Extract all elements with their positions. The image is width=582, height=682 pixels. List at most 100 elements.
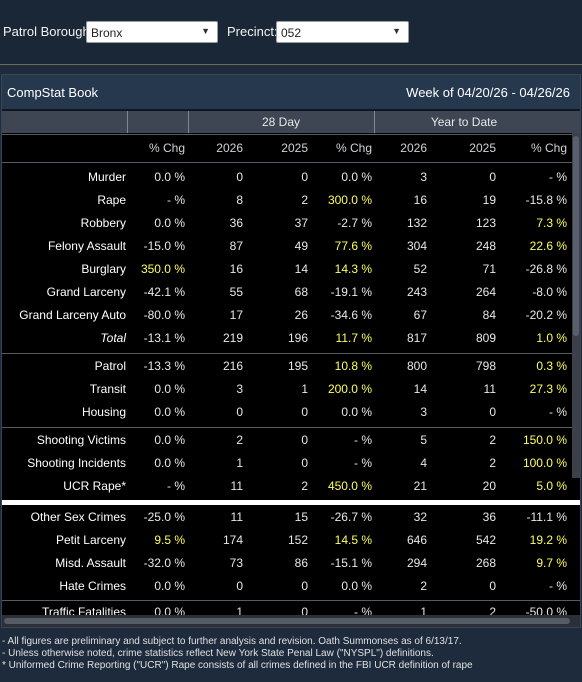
table-cell: -80.0 % (143, 308, 185, 322)
table-cell: 14 (294, 262, 308, 276)
table-cell: 264 (475, 285, 496, 299)
scroll-thumb[interactable] (573, 136, 579, 336)
row-label: Rape (97, 193, 126, 207)
table-cell: 195 (287, 359, 308, 373)
table-cell: 200.0 % (327, 382, 372, 396)
table-cell: 9.5 % (154, 533, 185, 547)
table-cell: 11.7 % (335, 331, 372, 345)
table-cell: -15.1 % (330, 556, 372, 570)
table-cell: 174 (222, 533, 243, 547)
row-label: Murder (87, 170, 126, 184)
table-cell: 37 (294, 216, 308, 230)
precinct-select[interactable]: 052 ▼ (276, 21, 409, 43)
table-cell: -34.6 % (330, 308, 372, 322)
row-divider (2, 162, 580, 163)
row-label: UCR Rape* (63, 479, 126, 493)
table-row: Grand Larceny -42.1 % 55 68 -19.1 % 243 264 -8.… (2, 281, 580, 304)
table-cell: 300.0 % (327, 193, 372, 207)
table-cell: 248 (475, 239, 496, 253)
patrol-borough-select[interactable]: Bronx ▼ (86, 21, 218, 43)
table-cell: 19.2 % (529, 533, 567, 547)
row-label: Robbery (80, 216, 126, 230)
table-cell: - % (354, 456, 372, 470)
table-cell: 87 (229, 239, 243, 253)
table-cell: - % (549, 170, 567, 184)
table-cell: 0.3 % (536, 359, 567, 373)
table-cell: -15.0 % (143, 239, 185, 253)
table-cell: - % (549, 405, 567, 419)
table-cell: 20 (482, 479, 496, 493)
table-cell: 11 (230, 479, 243, 493)
table-cell: 0 (236, 170, 243, 184)
table-cell: 3 (420, 405, 427, 419)
table-cell: 0 (489, 170, 496, 184)
table-cell: 304 (406, 239, 427, 253)
table-row: Petit Larceny 9.5 % 174 152 14.5 % 646 542 19.2… (2, 529, 580, 552)
table-cell: 73 (229, 556, 243, 570)
table-cell: 132 (406, 216, 427, 230)
row-label: Transit (89, 382, 126, 396)
table-cell: 0.0 % (154, 170, 185, 184)
footnote: - All figures are preliminary and subjec… (2, 636, 462, 647)
table-cell: 196 (287, 331, 308, 345)
row-label: Petit Larceny (55, 533, 126, 547)
table-cell: 55 (229, 285, 243, 299)
table-cell: 798 (475, 359, 496, 373)
vertical-scrollbar[interactable] (572, 133, 580, 478)
table-cell: 216 (222, 359, 243, 373)
column-group-header: 28 Day Year to Date (2, 111, 580, 133)
table-cell: 350.0 % (140, 262, 185, 276)
table-cell: -2.7 % (337, 216, 372, 230)
week-range: Week of 04/20/26 - 04/26/26 (406, 85, 570, 100)
compstat-table: % Chg 2026 2025% Chg 2026 2025% Chg Murder 0.0… (2, 133, 580, 621)
table-row: Murder 0.0 % 0 0 0.0 % 3 0 - % (2, 166, 580, 189)
table-row: Felony Assault -15.0 % 87 49 77.6 % 304 248 22.… (2, 235, 580, 258)
table-cell: 49 (294, 239, 308, 253)
row-label: Shooting Victims (36, 433, 126, 447)
table-cell: 32 (413, 510, 427, 524)
table-cell: 14.5 % (334, 533, 372, 547)
table-cell: 4 (420, 456, 427, 470)
scroll-thumb[interactable] (4, 618, 570, 624)
table-cell: % Chg (530, 141, 567, 155)
row-label: Grand Larceny (46, 285, 126, 299)
table-cell: 0 (489, 405, 496, 419)
table-row: Rape - % 8 2 300.0 % 16 19 -15.8 % (2, 189, 580, 212)
table-cell: 542 (475, 533, 496, 547)
row-divider (2, 427, 580, 428)
footnotes: - All figures are preliminary and subjec… (2, 636, 580, 672)
row-label: Shooting Incidents (27, 456, 126, 470)
table-cell: -20.2 % (525, 308, 567, 322)
table-cell: -19.1 % (330, 285, 372, 299)
horizontal-scrollbar[interactable] (2, 615, 580, 627)
table-cell: 84 (482, 308, 496, 322)
table-cell: 15 (294, 510, 308, 524)
table-row: UCR Rape* - % 11 2 450.0 % 21 20 5.0 % (2, 475, 580, 498)
chevron-down-icon: ▼ (392, 26, 401, 36)
table-cell: 1 (236, 605, 243, 619)
table-cell: 52 (413, 262, 427, 276)
table-cell: 2 (489, 433, 496, 447)
row-divider (2, 600, 580, 601)
table-cell: 11 (483, 382, 496, 396)
table-cell: -26.7 % (330, 510, 372, 524)
table-cell: % Chg (335, 141, 372, 155)
table-cell: 17 (229, 308, 243, 322)
row-label: Other Sex Crimes (30, 510, 126, 524)
table-cell: 0 (301, 579, 308, 593)
table-cell: - % (167, 479, 185, 493)
table-cell: 2 (489, 456, 496, 470)
table-cell: 7.3 % (536, 216, 567, 230)
table-cell: 219 (222, 331, 243, 345)
table-cell: -25.0 % (143, 510, 185, 524)
table-cell: 68 (294, 285, 308, 299)
table-cell: 646 (406, 533, 427, 547)
table-cell: 8 (236, 193, 243, 207)
table-cell: 150.0 % (522, 433, 567, 447)
table-cell: 100.0 % (522, 456, 567, 470)
group-year-to-date: Year to Date (430, 115, 498, 129)
table-cell: 243 (406, 285, 427, 299)
table-cell: 123 (475, 216, 496, 230)
table-cell: 1 (236, 456, 243, 470)
table-cell: -13.3 % (143, 359, 185, 373)
